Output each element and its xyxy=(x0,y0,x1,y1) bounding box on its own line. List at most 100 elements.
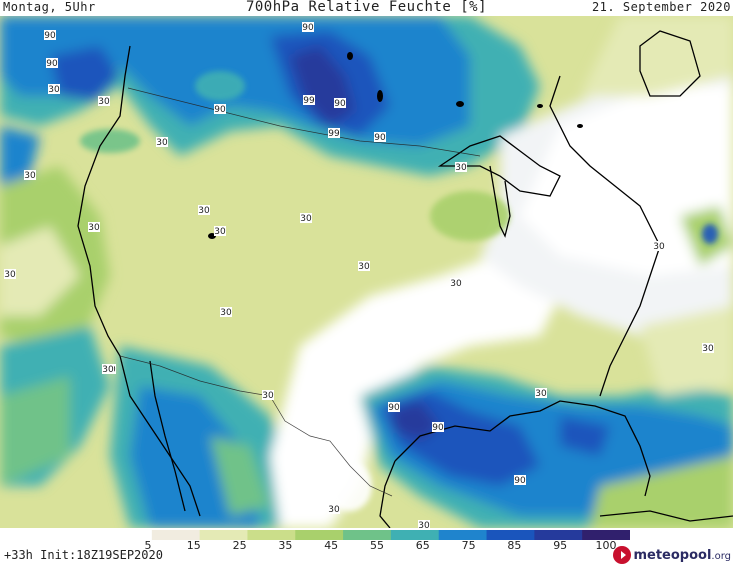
forecast-date: 21. September 2020 xyxy=(591,0,731,14)
colorbar-segment xyxy=(247,530,296,540)
colorbar-tick-label: 65 xyxy=(415,539,430,552)
colorbar-segment xyxy=(582,530,630,540)
contour-label-bg xyxy=(303,95,315,105)
contour-label: 30 xyxy=(450,279,462,289)
contour-label: 90 xyxy=(214,105,226,115)
contour-label-bg xyxy=(88,222,100,232)
colorbar xyxy=(104,530,630,540)
contour-label: 30 xyxy=(48,85,60,95)
contour-label-bg xyxy=(4,269,16,279)
colorbar-tick-label: 15 xyxy=(186,539,201,552)
contour-label-bg xyxy=(455,162,467,172)
contour-label-bg xyxy=(535,388,547,398)
colorbar-segment xyxy=(390,530,440,540)
colorbar-segment xyxy=(343,530,392,540)
contour-labels: 90 90 30 30 90 90 99 90 30 30 99 90 30 30 30 30 30 30 30 30… xyxy=(4,22,714,528)
contour-label-bg xyxy=(156,137,168,147)
colorbar-tick-label: 85 xyxy=(507,539,522,552)
contour-label-bg xyxy=(46,58,58,68)
colorbar-tick-label: 25 xyxy=(232,539,247,552)
contour-label-bg xyxy=(432,422,444,432)
contour-label-bg xyxy=(702,343,714,353)
borders xyxy=(119,87,481,497)
contour-label: 30 xyxy=(702,344,714,354)
contour-label: 30 xyxy=(455,163,467,173)
contour-label: 90 xyxy=(46,59,58,69)
contour-label: 30 xyxy=(262,391,274,401)
contour-label-bg xyxy=(214,226,226,236)
contour-label-bg xyxy=(48,84,60,94)
colorbar-tick-label: 75 xyxy=(461,539,476,552)
contour-label-bg xyxy=(262,390,274,400)
colorbar-segment xyxy=(438,530,488,540)
contour-label-bg xyxy=(653,241,665,251)
contour-label: 30 xyxy=(214,227,226,237)
contour-label: 99 xyxy=(303,96,315,106)
contour-label: 30 xyxy=(88,223,100,233)
colorbar-tick-label: 95 xyxy=(553,539,568,552)
brand-tld: .org xyxy=(711,551,731,562)
chart-title: 700hPa Relative Feuchte [%] xyxy=(245,0,488,15)
contour-label-bg xyxy=(220,307,232,317)
colorbar-segment xyxy=(295,530,344,540)
contour-label-bg xyxy=(102,364,114,374)
contour-label: 90 xyxy=(44,31,56,41)
legend: 5 15 25 35 45 55 65 75 85 95 100 +33h Init:18Z19SE… xyxy=(0,528,733,566)
contour-label: 30 xyxy=(156,138,168,148)
contour-label: 30 xyxy=(300,214,312,224)
contour-label: 90 xyxy=(388,403,400,413)
contour-label-bg xyxy=(418,520,430,528)
contour-label: 30 xyxy=(102,365,114,375)
detail-patches xyxy=(80,71,718,511)
contour-label: 99 xyxy=(328,129,340,139)
brand-name: meteopool xyxy=(633,547,712,563)
contour-label: 30 xyxy=(418,521,430,528)
contour-label-bg xyxy=(302,22,314,32)
contour-label-bg xyxy=(358,261,370,271)
contour-label: 30 xyxy=(535,389,547,399)
brand-logo[interactable]: meteopool .org xyxy=(613,545,731,565)
contour-label: 30 xyxy=(328,505,340,515)
contour-label: 90 xyxy=(334,99,346,109)
contour-label-bg xyxy=(450,278,462,288)
contour-label-bg xyxy=(328,504,340,514)
colorbar-tick-label: 55 xyxy=(370,539,384,552)
contour-label: 30 xyxy=(220,308,232,318)
colorbar-tick-label: 35 xyxy=(278,539,293,552)
colorbar-segment xyxy=(104,530,153,540)
contour-label-bg xyxy=(214,104,226,114)
contour-label-bg xyxy=(374,132,386,142)
contour-label: 30 xyxy=(358,262,370,272)
contour-label: 30 xyxy=(24,171,36,181)
contour-label-bg xyxy=(300,213,312,223)
contour-label-bg xyxy=(514,475,526,485)
contour-label-bg xyxy=(98,96,110,106)
colorbar-segment xyxy=(534,530,583,540)
contour-label-bg xyxy=(328,128,340,138)
contour-label-bg xyxy=(44,30,56,40)
contour-label: 30 xyxy=(653,242,665,252)
colorbar-tick-label: 5 xyxy=(144,539,152,552)
header-bar: Montag, 5Uhr 700hPa Relative Feuchte [%]… xyxy=(0,0,733,16)
colorbar-tick-label: 100 xyxy=(595,539,617,552)
contour-label-bg xyxy=(334,98,346,108)
contour-label: 90 xyxy=(514,476,526,486)
contour-label: 90 xyxy=(432,423,444,433)
contour-label: 30 xyxy=(4,270,16,280)
run-info: +33h Init:18Z19SEP2020 xyxy=(4,548,163,562)
colorbar-segment xyxy=(151,530,201,540)
forecast-time: Montag, 5Uhr xyxy=(3,0,96,14)
contour-label-bg xyxy=(24,170,36,180)
contour-label: 90 xyxy=(302,23,314,33)
play-icon xyxy=(613,546,632,564)
colorbar-tick-label: 45 xyxy=(324,539,339,552)
contour-label: 90 xyxy=(374,133,386,143)
colorbar-segment xyxy=(199,530,248,540)
contour-label-bg xyxy=(198,205,210,215)
contour-label: 30 xyxy=(198,206,210,216)
humidity-map: 90 90 30 30 90 90 99 90 30 30 99 90 30 30 30 30 30 30 30 30… xyxy=(0,16,733,528)
colorbar-segment xyxy=(486,530,535,540)
contour-label-bg xyxy=(388,402,400,412)
contour-label: 30 xyxy=(98,97,110,107)
coastlines xyxy=(77,30,733,528)
